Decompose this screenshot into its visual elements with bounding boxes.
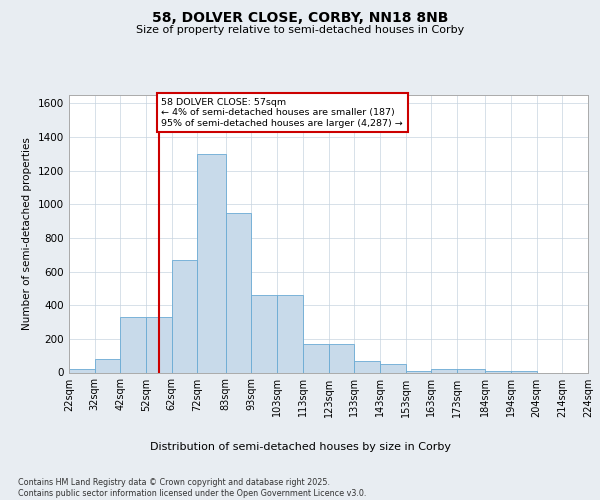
Text: Contains HM Land Registry data © Crown copyright and database right 2025.
Contai: Contains HM Land Registry data © Crown c… — [18, 478, 367, 498]
Bar — [485, 371, 511, 372]
Bar — [380, 364, 406, 372]
Bar — [406, 371, 431, 372]
Bar — [251, 295, 277, 372]
Bar — [354, 360, 380, 372]
Bar — [431, 369, 457, 372]
Text: 58, DOLVER CLOSE, CORBY, NN18 8NB: 58, DOLVER CLOSE, CORBY, NN18 8NB — [152, 11, 448, 25]
Bar — [329, 344, 354, 372]
Text: Distribution of semi-detached houses by size in Corby: Distribution of semi-detached houses by … — [149, 442, 451, 452]
Bar — [95, 359, 121, 372]
Bar — [457, 369, 485, 372]
Bar — [146, 317, 172, 372]
Bar — [226, 212, 251, 372]
Bar — [69, 369, 95, 372]
Bar — [303, 344, 329, 372]
Y-axis label: Number of semi-detached properties: Number of semi-detached properties — [22, 138, 32, 330]
Bar — [172, 260, 197, 372]
Bar — [197, 154, 226, 372]
Text: Size of property relative to semi-detached houses in Corby: Size of property relative to semi-detach… — [136, 25, 464, 35]
Bar — [511, 371, 536, 372]
Text: 58 DOLVER CLOSE: 57sqm
← 4% of semi-detached houses are smaller (187)
95% of sem: 58 DOLVER CLOSE: 57sqm ← 4% of semi-deta… — [161, 98, 403, 128]
Bar — [121, 317, 146, 372]
Bar — [277, 295, 303, 372]
